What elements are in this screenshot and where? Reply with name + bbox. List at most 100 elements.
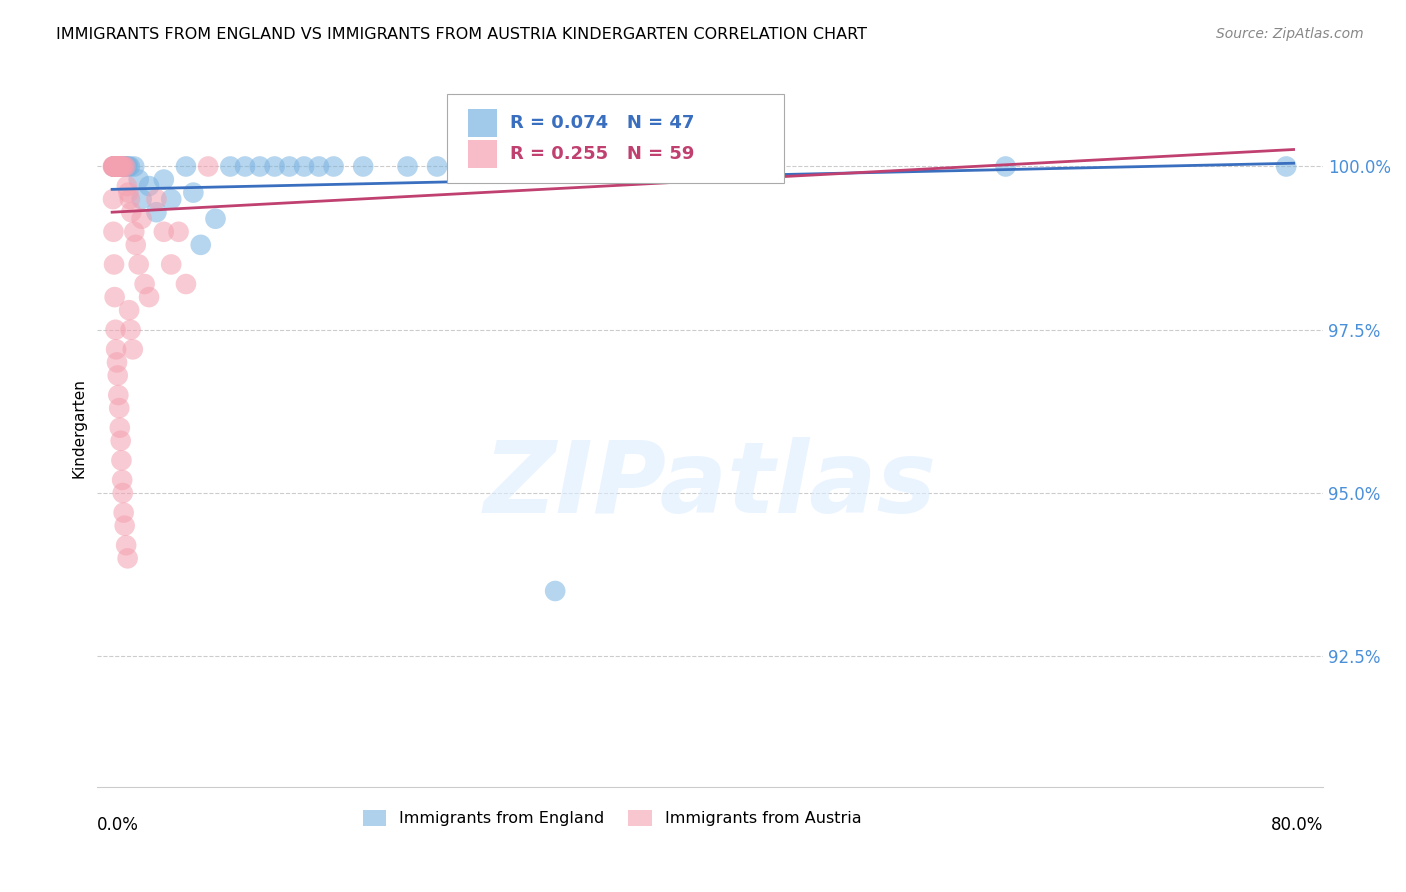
Point: [153, 225, 176, 239]
Point: [470, 160, 492, 174]
Point: [204, 211, 226, 226]
Point: [117, 551, 139, 566]
Point: [111, 473, 134, 487]
Point: [263, 160, 285, 174]
Point: [108, 160, 131, 174]
Point: [110, 160, 132, 174]
Point: [111, 160, 134, 174]
Point: [544, 584, 567, 599]
Point: [104, 290, 127, 304]
Point: [292, 160, 315, 174]
FancyBboxPatch shape: [447, 94, 783, 184]
Point: [111, 160, 134, 174]
Text: 0.0%: 0.0%: [97, 815, 139, 834]
Point: [122, 225, 145, 239]
Point: [121, 343, 143, 357]
Point: [994, 160, 1017, 174]
Text: IMMIGRANTS FROM ENGLAND VS IMMIGRANTS FROM AUSTRIA KINDERGARTEN CORRELATION CHAR: IMMIGRANTS FROM ENGLAND VS IMMIGRANTS FR…: [56, 27, 868, 42]
Point: [692, 160, 714, 174]
Point: [118, 303, 141, 318]
Point: [108, 421, 131, 435]
Point: [183, 186, 205, 200]
Point: [103, 160, 125, 174]
Point: [118, 160, 141, 174]
Point: [138, 290, 160, 304]
Point: [167, 225, 190, 239]
Point: [101, 192, 124, 206]
Point: [120, 205, 142, 219]
Point: [115, 179, 138, 194]
Point: [111, 160, 134, 174]
Legend: Immigrants from England, Immigrants from Austria: Immigrants from England, Immigrants from…: [356, 804, 869, 833]
Text: R = 0.074   N = 47: R = 0.074 N = 47: [510, 114, 695, 132]
Point: [1275, 160, 1298, 174]
Point: [107, 388, 129, 402]
Point: [107, 160, 129, 174]
Point: [101, 160, 124, 174]
Text: ZIPatlas: ZIPatlas: [484, 437, 936, 533]
Point: [122, 160, 145, 174]
Point: [107, 160, 129, 174]
Point: [219, 160, 242, 174]
Point: [160, 192, 183, 206]
Text: R = 0.255   N = 59: R = 0.255 N = 59: [510, 145, 695, 163]
Point: [111, 160, 134, 174]
Point: [145, 192, 167, 206]
Point: [197, 160, 219, 174]
Point: [104, 160, 127, 174]
Point: [105, 355, 128, 369]
Point: [112, 160, 135, 174]
Point: [396, 160, 419, 174]
Point: [104, 323, 127, 337]
Point: [114, 160, 136, 174]
Point: [103, 160, 125, 174]
Point: [138, 179, 160, 194]
Point: [107, 160, 129, 174]
Point: [114, 160, 136, 174]
Point: [233, 160, 256, 174]
Point: [322, 160, 344, 174]
Point: [112, 160, 135, 174]
Point: [131, 211, 153, 226]
Point: [107, 368, 129, 383]
Point: [105, 160, 128, 174]
Point: [112, 160, 135, 174]
Point: [105, 160, 128, 174]
Point: [104, 160, 127, 174]
Point: [107, 160, 129, 174]
Point: [110, 160, 132, 174]
Point: [103, 160, 125, 174]
Point: [104, 160, 127, 174]
Point: [111, 486, 134, 500]
FancyBboxPatch shape: [468, 140, 496, 169]
Point: [103, 160, 125, 174]
Point: [426, 160, 449, 174]
Point: [117, 160, 139, 174]
Point: [278, 160, 301, 174]
Point: [114, 518, 136, 533]
Point: [103, 225, 125, 239]
Point: [117, 186, 139, 200]
Point: [110, 434, 132, 448]
Point: [104, 160, 127, 174]
Point: [103, 160, 125, 174]
Point: [103, 257, 125, 271]
Point: [118, 192, 141, 206]
Point: [108, 401, 131, 416]
Point: [249, 160, 271, 174]
Point: [105, 343, 128, 357]
Point: [131, 192, 153, 206]
Point: [153, 172, 176, 186]
Point: [174, 277, 197, 291]
Text: 80.0%: 80.0%: [1271, 815, 1323, 834]
Point: [105, 160, 128, 174]
Point: [110, 453, 132, 467]
Point: [115, 160, 138, 174]
Point: [108, 160, 131, 174]
Point: [190, 238, 212, 252]
Point: [110, 160, 132, 174]
Point: [115, 538, 138, 552]
Point: [134, 277, 156, 291]
Point: [110, 160, 132, 174]
Point: [128, 257, 150, 271]
